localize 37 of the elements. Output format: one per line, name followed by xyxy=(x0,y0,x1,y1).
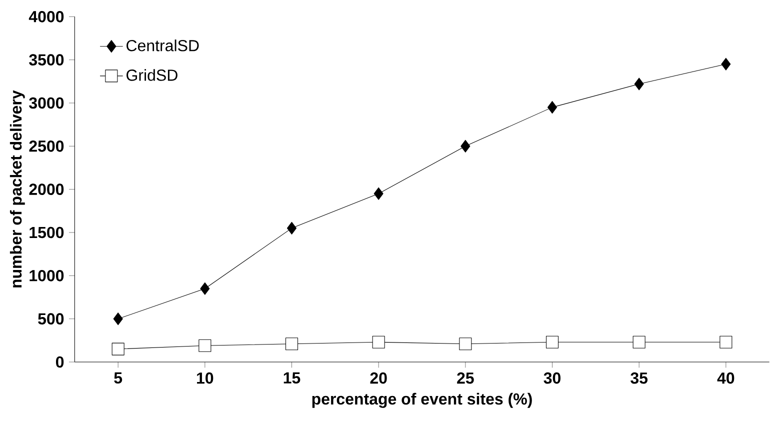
legend-label: CentralSD xyxy=(126,40,199,52)
point xyxy=(112,342,124,356)
point xyxy=(460,140,470,152)
point xyxy=(200,282,210,295)
y-axis-title: number of packet delivery xyxy=(10,90,25,288)
y-tick-label: 0 xyxy=(56,356,64,368)
x-tick-label: 5 xyxy=(114,372,122,384)
point xyxy=(198,339,212,352)
point xyxy=(459,338,472,350)
point xyxy=(634,78,644,90)
y-tick-label: 500 xyxy=(38,313,64,324)
point xyxy=(546,336,559,348)
point xyxy=(113,312,123,326)
y-tick-label: 2500 xyxy=(29,140,64,152)
y-tick-label: 1000 xyxy=(30,270,64,282)
x-tick-label: 25 xyxy=(457,372,474,384)
x-tick-label: 15 xyxy=(284,372,300,384)
point xyxy=(285,338,298,350)
x-tick-label: 10 xyxy=(197,372,214,384)
y-tick-label: 2000 xyxy=(29,184,64,195)
point xyxy=(374,187,384,200)
point xyxy=(286,222,297,234)
x-tick-label: 35 xyxy=(630,372,648,384)
y-tick-label: 1500 xyxy=(30,226,64,238)
point xyxy=(632,336,646,348)
y-tick-label: 3000 xyxy=(29,97,64,109)
x-tick-label: 30 xyxy=(544,372,560,384)
x-axis-title: percentage of event sites (%) xyxy=(312,392,532,408)
point xyxy=(721,58,731,70)
y-tick-label: 3500 xyxy=(29,54,64,66)
y-tick-label: 4000 xyxy=(28,11,64,22)
point xyxy=(372,336,385,348)
x-tick-label: 20 xyxy=(370,372,387,384)
point xyxy=(720,336,732,348)
point xyxy=(547,101,558,114)
legend-label: GridSD xyxy=(126,69,178,81)
x-tick-label: 40 xyxy=(717,372,734,384)
